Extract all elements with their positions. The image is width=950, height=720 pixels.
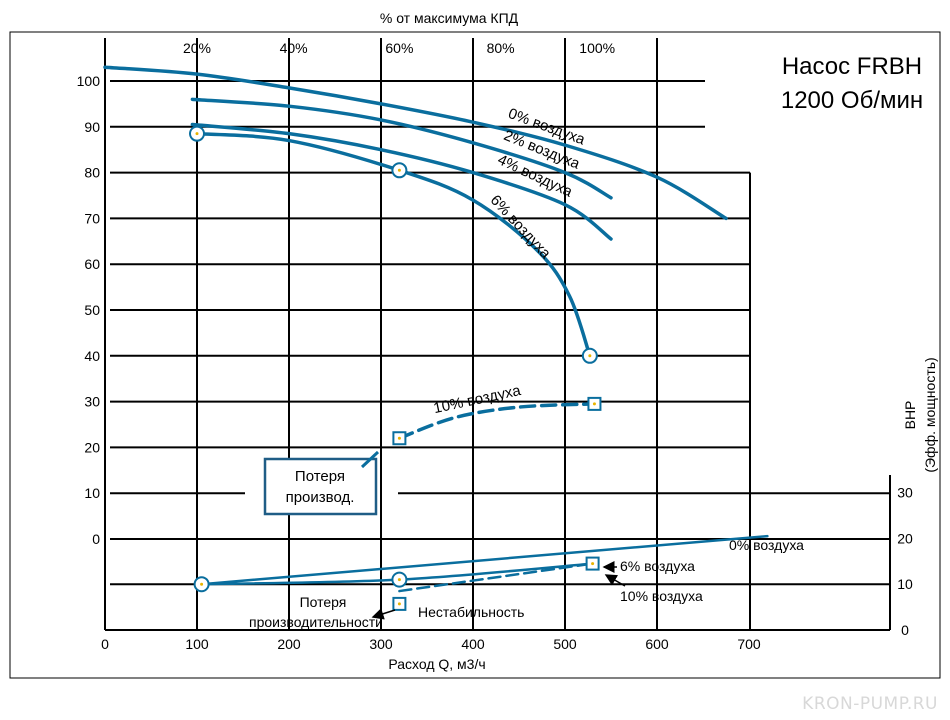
bhp-tick-label: 20 [897, 530, 913, 546]
bhp-marker-mid-dot [397, 578, 401, 582]
bhp-tick-label: 10 [897, 576, 913, 592]
arrow-10 [604, 574, 626, 587]
y-tick-label: 50 [84, 302, 100, 318]
right-axis-label-2: (Эфф. мощность) [922, 357, 938, 472]
bhp-label-10: 10% воздуха [620, 588, 703, 604]
y-tick-label: 10 [84, 485, 100, 501]
head-curve-3 [195, 131, 592, 358]
bhp-marker-instability-dot [397, 602, 401, 606]
head-marker-6-end-dot [588, 354, 592, 358]
curves [103, 65, 769, 593]
top-tick-label: 60% [385, 40, 413, 56]
head-loss-connector [360, 450, 380, 469]
head-marker-10-end-dot [592, 402, 596, 406]
outer-frame [9, 31, 941, 679]
bhp-curve-0 [200, 534, 769, 586]
instability-label: Нестабильность [418, 604, 524, 620]
head-loss-text-1: Потеря [295, 468, 345, 485]
right-axis-label: BHP [902, 401, 918, 430]
x-tick-label: 500 [553, 636, 577, 652]
x-tick-label: 100 [185, 636, 209, 652]
top-tick-label: 20% [183, 40, 211, 56]
top-tick-label: 100% [579, 40, 615, 56]
head-loss-text-2: производ. [286, 489, 355, 506]
arrow-instability [371, 608, 396, 620]
top-tick-label: 80% [487, 40, 515, 56]
x-tick-label: 0 [101, 636, 109, 652]
chart-subtitle: 1200 Об/мин [781, 87, 923, 114]
head-loss-box [263, 457, 378, 516]
head-curve-4 [397, 402, 597, 440]
x-tick-label: 400 [461, 636, 485, 652]
head-curve-2 [190, 122, 613, 241]
y-tick-label: 90 [84, 119, 100, 135]
y-tick-label: 20 [84, 439, 100, 455]
head-marker-6-mid-dot [397, 168, 401, 172]
x-tick-label: 600 [645, 636, 669, 652]
head-curve-0 [103, 65, 728, 221]
x-tick-label: 200 [277, 636, 301, 652]
y-tick-label: 80 [84, 165, 100, 181]
bhp-loss-label-2: производительности [249, 614, 383, 630]
y-tick-label: 100 [77, 73, 101, 89]
bhp-label-0: 0% воздуха [729, 537, 804, 553]
y-tick-label: 70 [84, 210, 100, 226]
bhp-label-6: 6% воздуха [620, 558, 695, 574]
x-axis-label: Расход Q, м3/ч [388, 656, 485, 672]
top-tick-label: 40% [280, 40, 308, 56]
head-curve-1 [190, 97, 613, 200]
watermark: KRON-PUMP.RU [802, 694, 938, 714]
y-tick-label: 30 [84, 394, 100, 410]
bhp-curve-2 [398, 562, 594, 593]
y-tick-label: 60 [84, 256, 100, 272]
bhp-tick-label: 30 [897, 485, 913, 501]
bhp-marker-6-end-dot [591, 562, 595, 566]
markers [189, 125, 602, 611]
x-tick-label: 700 [737, 636, 761, 652]
head-marker-10-start-dot [397, 436, 401, 440]
top-axis-label: % от максимума КПД [380, 10, 519, 26]
curve-label-6: 6% воздуха [487, 192, 555, 263]
bhp-marker-start-dot [200, 582, 204, 586]
head-marker-6-start-dot [195, 132, 199, 136]
bhp-loss-label-1: Потеря [300, 594, 347, 610]
y-tick-label: 40 [84, 348, 100, 364]
x-tick-label: 300 [369, 636, 393, 652]
chart-title: Насос FRBH [782, 53, 922, 80]
bhp-tick-label: 0 [901, 622, 909, 638]
y-tick-label: 0 [92, 531, 100, 547]
